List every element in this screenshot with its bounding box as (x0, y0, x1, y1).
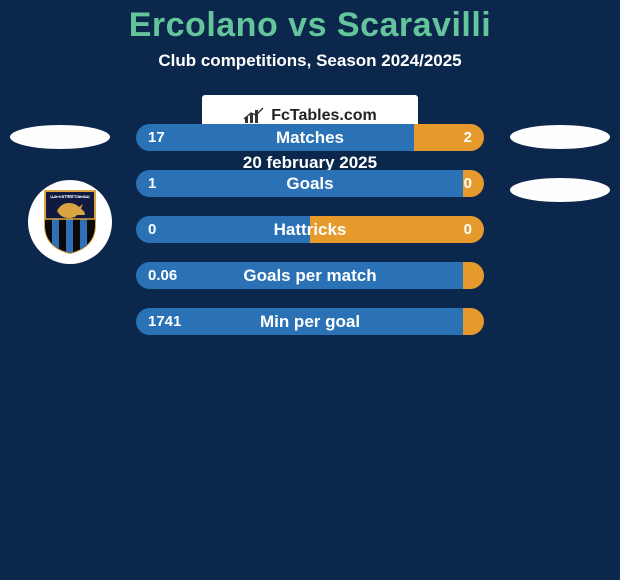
stat-value-left: 0.06 (148, 262, 177, 289)
stat-value-right: 0 (464, 216, 472, 243)
subtitle: Club competitions, Season 2024/2025 (0, 51, 620, 71)
stat-bar-left (136, 308, 463, 335)
stat-value-left: 17 (148, 124, 165, 151)
stat-row: Hattricks00 (136, 216, 484, 243)
stat-bar-left (136, 124, 414, 151)
stat-row: Min per goal1741 (136, 308, 484, 335)
comparison-card: Ercolano vs Scaravilli Club competitions… (0, 0, 620, 580)
svg-text:U.S. LATINA CALCIO: U.S. LATINA CALCIO (50, 194, 90, 199)
stat-bar-right (463, 308, 484, 335)
club-shield-icon: U.S. LATINA CALCIO (41, 189, 99, 255)
stat-value-right: 0 (464, 170, 472, 197)
stat-bar-right (463, 262, 484, 289)
left-player-oval (10, 125, 110, 149)
stat-bar-right (414, 124, 484, 151)
stat-value-left: 1741 (148, 308, 181, 335)
stat-bar-left (136, 216, 310, 243)
page-title: Ercolano vs Scaravilli (0, 6, 620, 45)
stat-value-right: 2 (464, 124, 472, 151)
stat-value-left: 0 (148, 216, 156, 243)
stat-value-left: 1 (148, 170, 156, 197)
stat-row: Goals10 (136, 170, 484, 197)
right-player-oval-2 (510, 178, 610, 202)
bar-chart-icon (243, 107, 265, 125)
stat-bar-left (136, 262, 463, 289)
stat-bar-right (310, 216, 484, 243)
stat-row: Goals per match0.06 (136, 262, 484, 289)
comparison-bars: Matches172Goals10Hattricks00Goals per ma… (136, 124, 484, 354)
club-logo: U.S. LATINA CALCIO (28, 180, 112, 264)
attribution-text: FcTables.com (271, 107, 377, 125)
right-player-oval-1 (510, 125, 610, 149)
stat-bar-left (136, 170, 463, 197)
stat-row: Matches172 (136, 124, 484, 151)
